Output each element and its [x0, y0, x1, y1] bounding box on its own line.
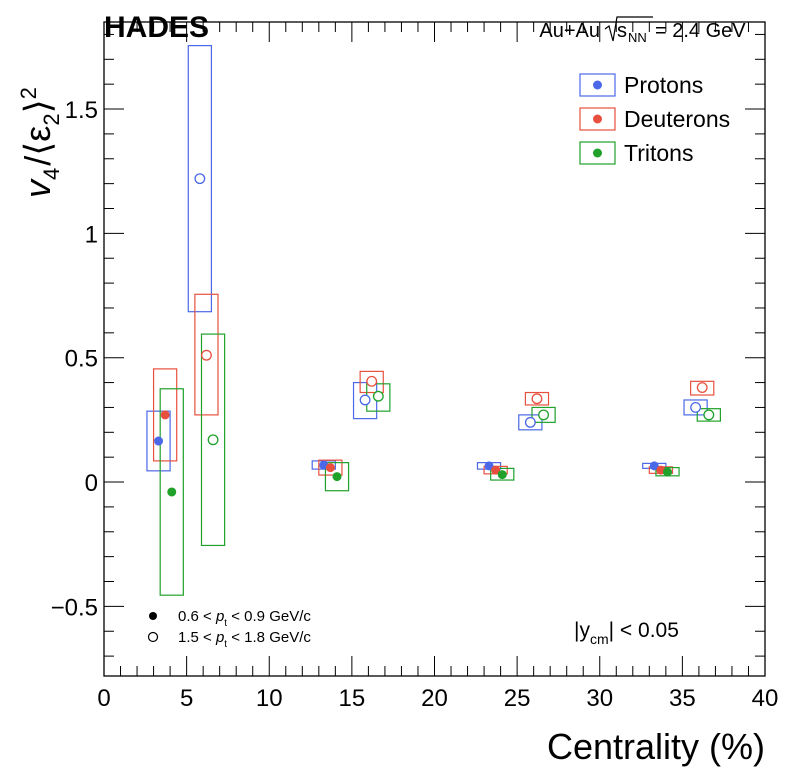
pt-legend-high: 1.5 < pt < 1.8 GeV/c	[178, 629, 311, 650]
protons-lowpt-sys-box	[146, 410, 171, 472]
deuterons-highpt-sys-box	[690, 380, 715, 396]
experiment-label: HADES	[104, 11, 209, 44]
deuterons-legend-marker	[593, 114, 602, 124]
protons-legend-marker	[593, 80, 602, 90]
deuterons-lowpt-point	[160, 410, 170, 420]
deuterons-highpt-point	[531, 393, 543, 405]
protons-highpt-point	[359, 394, 371, 406]
pt-legend-open-marker	[147, 631, 159, 643]
y-tick-label: 0	[85, 470, 98, 497]
tritons-highpt-point	[207, 434, 219, 446]
deuterons-highpt-sys-box	[359, 370, 384, 394]
pt-legend-low: 0.6 < pt < 0.9 GeV/c	[178, 608, 311, 629]
x-tick-label: 20	[421, 685, 448, 712]
tritons-highpt-sys-box	[696, 408, 721, 422]
tritons-legend-marker	[593, 148, 602, 158]
deuterons-legend-label: Deuterons	[624, 106, 730, 132]
systematic-boxes	[146, 45, 721, 596]
tritons-highpt-point	[538, 409, 550, 421]
svg-text:v4/⟨ε2⟩2: v4/⟨ε2⟩2	[16, 87, 64, 198]
x-tick-label: 10	[256, 685, 283, 712]
tritons-lowpt-point	[663, 467, 673, 477]
deuterons-lowpt-sys-box	[318, 459, 343, 476]
protons-lowpt-point	[649, 461, 659, 471]
deuterons-legend-box	[579, 107, 616, 131]
particle-legend: Protons Deuterons Tritons	[579, 72, 730, 166]
axis-ticks	[103, 22, 766, 676]
protons-legend-box	[579, 73, 616, 97]
energy-symbol: s	[617, 20, 627, 42]
tritons-lowpt-point	[332, 472, 342, 482]
ylabel-eps: ⟨ε	[17, 126, 58, 156]
system-label: Au+Au	[539, 20, 600, 42]
deuterons-lowpt-point	[325, 463, 335, 473]
tritons-highpt-sys-box	[200, 333, 226, 547]
protons-highpt-sys-box	[187, 45, 213, 313]
tritons-lowpt-sys-box	[490, 467, 515, 481]
ylabel-close: ⟩	[17, 99, 58, 113]
x-axis-label: Centrality (%)	[547, 726, 765, 767]
protons-highpt-sys-box	[683, 399, 708, 416]
tritons-legend-box	[579, 141, 616, 165]
x-tick-label: 0	[97, 685, 110, 712]
pt-legend: 0.6 < pt < 0.9 GeV/c 1.5 < pt < 1.8 GeV/…	[147, 608, 311, 650]
ylabel-v-sub: 4	[39, 168, 64, 180]
deuterons-highpt-point	[696, 382, 708, 393]
tritons-lowpt-point	[167, 487, 177, 497]
tritons-legend-label: Tritons	[624, 140, 693, 166]
deuterons-highpt-sys-box	[194, 293, 219, 416]
ylabel-v: v	[17, 178, 58, 198]
energy-subscript: NN	[628, 30, 647, 45]
system-energy-label: Au+Au s NN = 2.4 GeV	[539, 16, 746, 45]
ylabel-slash: /	[17, 156, 58, 166]
deuterons-highpt-point	[366, 375, 378, 387]
tritons-lowpt-point	[497, 470, 507, 480]
y-tick-label: 1.5	[65, 97, 98, 124]
y-tick-label: 1	[85, 221, 98, 248]
deuterons-lowpt-sys-box	[152, 368, 178, 462]
protons-lowpt-point	[154, 436, 164, 446]
deuterons-highpt-point	[201, 349, 212, 361]
tritons-highpt-sys-box	[531, 406, 556, 423]
ylabel-sup: 2	[16, 87, 41, 99]
protons-legend-label: Protons	[624, 72, 703, 98]
protons-highpt-point	[194, 173, 206, 185]
x-tick-label: 15	[339, 685, 366, 712]
protons-lowpt-point	[484, 461, 494, 471]
x-tick-labels: 0 5 10 15 20 25 30 35 40	[97, 685, 778, 712]
y-tick-label: −0.5	[51, 594, 98, 621]
protons-highpt-point	[524, 416, 536, 428]
x-tick-label: 5	[180, 685, 193, 712]
x-tick-label: 30	[586, 685, 613, 712]
tritons-highpt-point	[703, 409, 715, 421]
energy-value: = 2.4 GeV	[655, 20, 746, 42]
deuterons-highpt-sys-box	[524, 391, 550, 406]
deuterons-lowpt-point	[491, 465, 501, 475]
x-tick-label: 35	[669, 685, 696, 712]
tritons-highpt-point	[372, 390, 384, 402]
tritons-lowpt-sys-box	[324, 462, 350, 492]
rapidity-label: |ycm| < 0.05	[574, 619, 679, 647]
x-tick-label: 25	[504, 685, 531, 712]
tritons-lowpt-sys-box	[159, 388, 184, 596]
y-tick-label: 0.5	[65, 346, 98, 373]
x-tick-label: 40	[752, 685, 779, 712]
data-markers	[154, 173, 715, 497]
y-tick-labels: −0.5 0 0.5 1 1.5	[51, 97, 98, 621]
protons-highpt-point	[690, 401, 702, 413]
sqrt-symbol	[604, 16, 653, 42]
ylabel-eps-sub: 2	[39, 113, 64, 125]
y-axis-label: v4/⟨ε2⟩2	[16, 87, 64, 198]
pt-legend-filled-marker	[149, 612, 157, 620]
